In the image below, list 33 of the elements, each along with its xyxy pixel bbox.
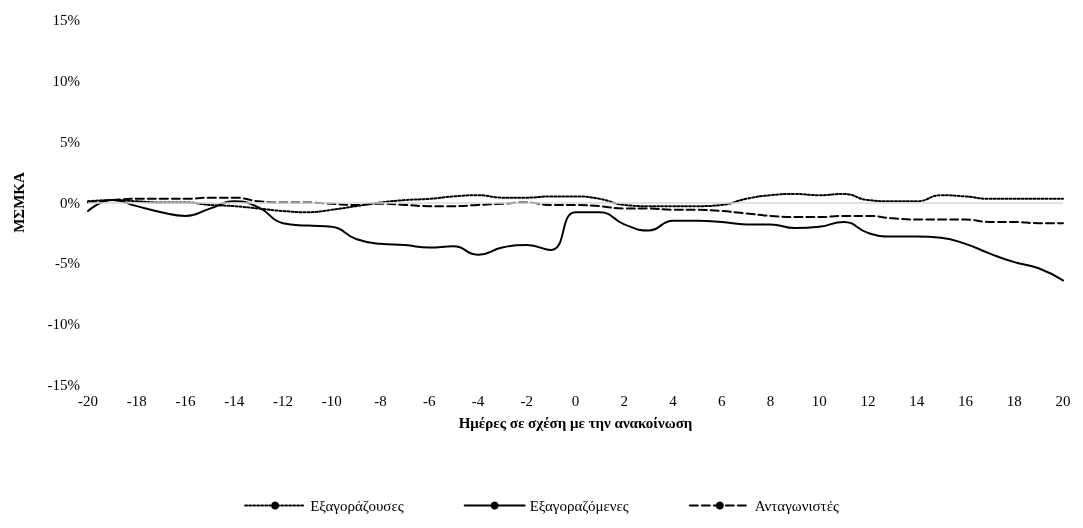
legend-label: Εξαγοραζόμενες: [529, 497, 629, 514]
x-tick-label: -18: [126, 392, 147, 409]
y-tick-label: -10%: [47, 316, 80, 333]
y-tick-label: -15%: [47, 377, 80, 393]
x-tick-label: -2: [520, 392, 533, 409]
x-tick-label: 10: [811, 392, 827, 409]
x-tick-label: -10: [321, 392, 342, 409]
x-axis-title: Ημέρες σε σχέση με την ανακοίνωση: [458, 414, 693, 431]
y-tick-label: -5%: [55, 255, 80, 272]
y-tick-label: 5%: [60, 133, 80, 150]
x-tick-label: 6: [718, 392, 726, 409]
legend-label: Εξαγοράζουσες: [310, 497, 404, 514]
x-tick-label: -14: [224, 392, 245, 409]
x-tick-label: 20: [1055, 392, 1071, 409]
x-tick-label: 4: [669, 392, 678, 409]
y-axis-title: ΜΣΜΚΑ: [10, 172, 27, 233]
y-tick-label: 10%: [52, 72, 80, 89]
legend-label: Ανταγωνιστές: [754, 497, 839, 514]
y-tick-label: 0%: [60, 194, 80, 211]
x-tick-label: -8: [374, 392, 387, 409]
y-tick-label: 15%: [52, 12, 80, 28]
x-tick-label: -6: [423, 392, 436, 409]
x-tick-label: -16: [175, 392, 196, 409]
x-tick-label: 0: [571, 392, 580, 409]
x-tick-label: 8: [766, 392, 775, 409]
x-tick-label: -20: [78, 392, 98, 409]
x-tick-label: -12: [273, 392, 293, 409]
x-tick-label: 18: [1006, 392, 1022, 409]
x-tick-label: -4: [471, 392, 485, 409]
x-tick-label: 2: [620, 392, 628, 409]
x-tick-label: 12: [860, 392, 876, 409]
x-tick-label: 16: [958, 392, 974, 409]
x-tick-label: 14: [909, 392, 925, 409]
